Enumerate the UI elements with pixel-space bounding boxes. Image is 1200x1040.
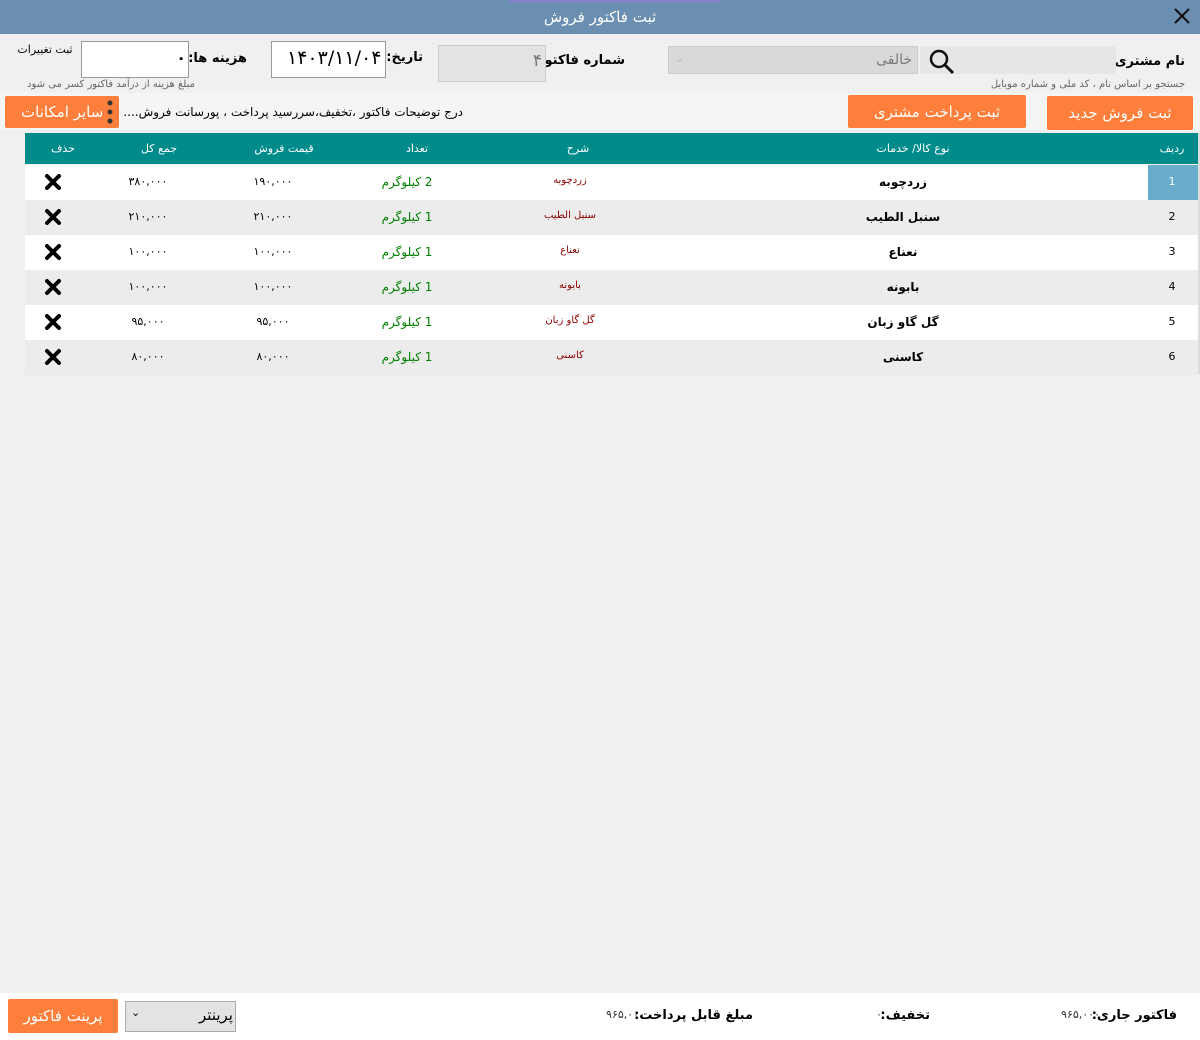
item-total: ۱۰۰,۰۰۰ <box>128 280 168 293</box>
payable-label: مبلغ قابل پرداخت: <box>634 1008 753 1023</box>
item-price: ۱۰۰,۰۰۰ <box>253 280 293 293</box>
current-label: فاکتور جاری: <box>1091 1008 1177 1023</box>
item-description: زردچوبه <box>553 175 587 186</box>
invoice-number-box <box>438 45 546 82</box>
date-input[interactable] <box>271 41 386 78</box>
item-name: سنبل الطیب <box>865 210 941 224</box>
delete-icon[interactable] <box>44 243 62 261</box>
customer-payment-button[interactable]: ثبت پرداخت مشتری <box>848 95 1026 128</box>
item-quantity: 2 کیلوگرم <box>381 175 433 189</box>
item-name: زردچوبه <box>879 175 927 189</box>
item-total: ۳۸۰,۰۰۰ <box>128 175 168 188</box>
item-description: نعناع <box>560 245 580 256</box>
date-value: ۱۴۰۳/۱۱/۰۴ <box>287 47 382 69</box>
table-header: ردیف نوع کالا/ خدمات شرح تعداد قیمت فروش جمع … <box>25 133 1198 164</box>
printer-combo[interactable] <box>125 1001 236 1032</box>
table-row[interactable]: 3 نعناع نعناع 1 کیلوگرم ۱۰۰,۰۰۰ ۱۰۰,۰۰۰ <box>25 235 1198 270</box>
more-dots <box>107 100 113 124</box>
customer-label: نام مشتری: <box>1109 54 1185 69</box>
invoice-number: ۴ <box>532 51 542 71</box>
expenses-label: هزینه ها: <box>188 51 247 66</box>
row-index: 2 <box>1168 210 1176 223</box>
printer-arrow: ⌄ <box>131 1006 141 1019</box>
customer-combo[interactable] <box>668 46 918 74</box>
delete-icon[interactable] <box>44 208 62 226</box>
customer-search[interactable] <box>920 46 1116 74</box>
item-price: ۲۱۰,۰۰۰ <box>253 210 293 223</box>
item-total: ۲۱۰,۰۰۰ <box>128 210 168 223</box>
scrollbar <box>1198 133 1200 374</box>
expenses-hint: مبلغ هزینه از درآمد فاکتور کسر می شود <box>27 79 195 90</box>
discount-value: ۰ <box>876 1008 882 1021</box>
column-header: نوع کالا/ خدمات <box>876 142 950 155</box>
delete-icon[interactable] <box>44 173 62 191</box>
invoice-number-label: شماره فاکتور: <box>531 53 625 68</box>
customer-value: خالقی <box>876 52 912 68</box>
item-quantity: 1 کیلوگرم <box>381 280 433 294</box>
item-name: کاسنی <box>882 350 924 364</box>
item-quantity: 1 کیلوگرم <box>381 350 433 364</box>
column-header: حذف <box>51 142 75 155</box>
column-header: قیمت فروش <box>254 142 314 155</box>
combo-arrow: ⌄ <box>675 52 685 65</box>
current-value: ۹۶۵,۰۰۰ <box>1061 1008 1100 1021</box>
table-row[interactable]: 2 سنبل الطیب سنبل الطیب 1 کیلوگرم ۲۱۰,۰۰۰ ۲۱۰… <box>25 200 1198 235</box>
expenses-input[interactable] <box>81 41 189 78</box>
item-description: کاسنی <box>556 350 584 361</box>
item-quantity: 1 کیلوگرم <box>381 210 433 224</box>
payable-value: ۹۶۵,۰۰۰ <box>606 1008 645 1021</box>
close-button[interactable] <box>1172 6 1192 26</box>
column-header: جمع کل <box>140 142 178 155</box>
window-title: ثبت فاکتور فروش <box>543 8 657 26</box>
item-price: ۱۰۰,۰۰۰ <box>253 245 293 258</box>
item-description: سنبل الطیب <box>543 210 597 221</box>
item-name: گل گاو زبان <box>867 315 939 329</box>
item-total: ۸۰,۰۰۰ <box>131 350 165 363</box>
print-button[interactable]: پرینت فاکتور <box>8 999 118 1033</box>
expenses-value: ۰ <box>176 48 186 67</box>
item-quantity: 1 کیلوگرم <box>381 315 433 329</box>
save-changes-button[interactable]: ثبت تغییرات <box>10 43 80 75</box>
table-row[interactable]: 1 زردچوبه زردچوبه 2 کیلوگرم ۱۹۰,۰۰۰ ۳۸۰,۰۰۰ <box>25 165 1198 200</box>
more-button[interactable]: سایر امکانات <box>5 96 119 128</box>
item-name: نعناع <box>888 245 918 259</box>
item-description: گل گاو زبان <box>545 315 595 326</box>
delete-icon[interactable] <box>44 348 62 366</box>
discount-label: تخفیف: <box>880 1008 930 1023</box>
printer-value: پرینتر <box>199 1006 233 1024</box>
selected-cell <box>1148 165 1198 200</box>
item-price: ۱۹۰,۰۰۰ <box>253 175 293 188</box>
row-index: 6 <box>1168 350 1176 363</box>
item-quantity: 1 کیلوگرم <box>381 245 433 259</box>
row-index: 4 <box>1168 280 1176 293</box>
delete-icon[interactable] <box>44 313 62 331</box>
customer-hint: جستجو بر اساس نام ، کد ملی و شماره موبای… <box>990 79 1185 90</box>
new-sale-button[interactable]: ثبت فروش جدید <box>1047 96 1193 130</box>
item-price: ۸۰,۰۰۰ <box>256 350 290 363</box>
item-name: بابونه <box>886 280 920 294</box>
row-index: 3 <box>1168 245 1176 258</box>
row-index: 5 <box>1168 315 1176 328</box>
delete-icon[interactable] <box>44 278 62 296</box>
item-total: ۱۰۰,۰۰۰ <box>128 245 168 258</box>
date-label: تاریخ: <box>386 50 423 65</box>
item-description: بابونه <box>559 280 581 291</box>
column-header: ردیف <box>1159 142 1185 155</box>
table-row[interactable]: 4 بابونه بابونه 1 کیلوگرم ۱۰۰,۰۰۰ ۱۰۰,۰۰۰ <box>25 270 1198 305</box>
item-total: ۹۵,۰۰۰ <box>131 315 165 328</box>
row-index: 1 <box>1168 175 1176 188</box>
title-bar <box>0 0 1200 34</box>
table-row[interactable]: 6 کاسنی کاسنی 1 کیلوگرم ۸۰,۰۰۰ ۸۰,۰۰۰ <box>25 340 1198 375</box>
description-hint[interactable]: درج توضیحات فاکتور ،تخفیف،سررسید پرداخت … <box>123 105 463 119</box>
item-price: ۹۵,۰۰۰ <box>256 315 290 328</box>
table-row[interactable]: 5 گل گاو زبان گل گاو زبان 1 کیلوگرم ۹۵,۰۰۰ ۹۵… <box>25 305 1198 340</box>
column-header: شرح <box>566 142 590 155</box>
column-header: تعداد <box>405 142 429 155</box>
accent-line <box>510 0 720 2</box>
search-icon[interactable] <box>926 47 956 75</box>
